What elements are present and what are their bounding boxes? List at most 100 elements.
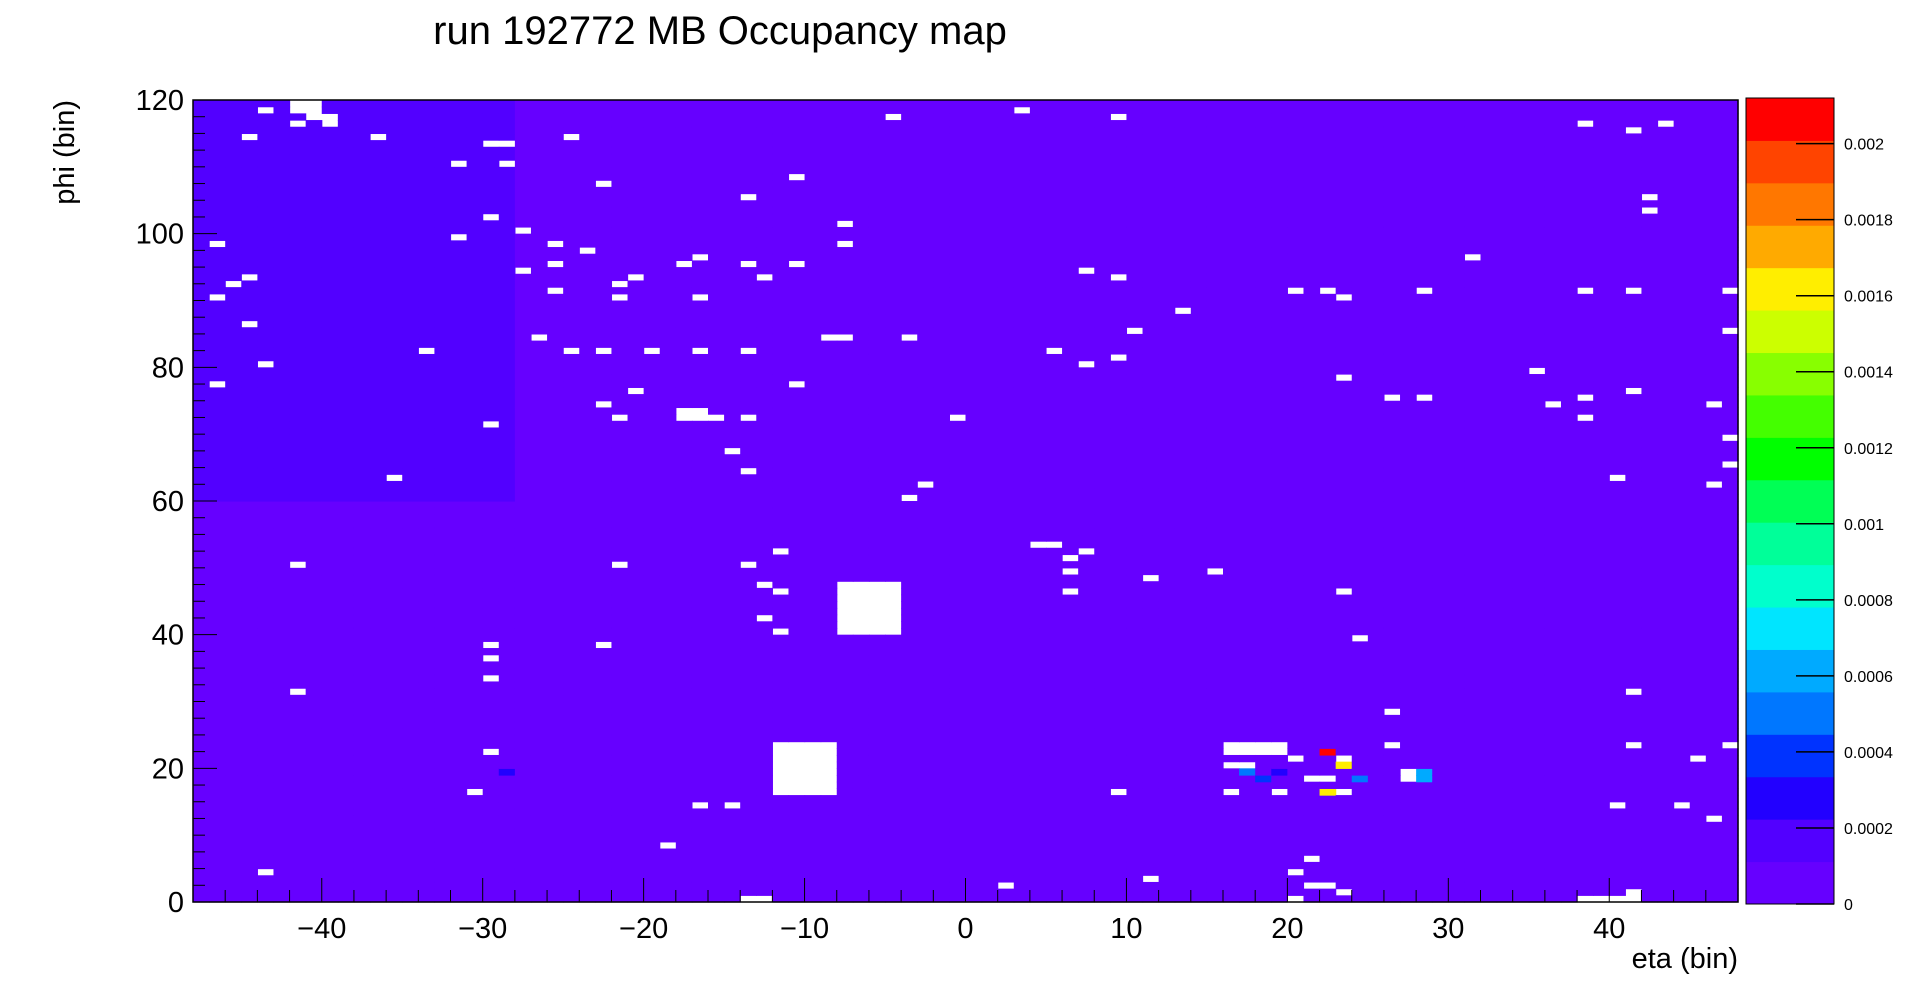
heatmap-cell	[579, 861, 596, 870]
heatmap-cell	[563, 454, 580, 462]
heatmap-cell	[563, 788, 580, 796]
heatmap-cell	[772, 360, 790, 368]
heatmap-cell	[627, 848, 645, 856]
heatmap-cell	[611, 521, 629, 529]
heatmap-cell	[579, 828, 596, 836]
heatmap-cell	[337, 200, 355, 208]
heatmap-cell	[579, 287, 596, 295]
heatmap-cell	[643, 307, 661, 315]
heatmap-cell	[643, 353, 661, 362]
heatmap-cell	[820, 273, 838, 282]
heatmap-cell	[852, 801, 870, 810]
heatmap-cell	[418, 200, 435, 208]
heatmap-cell	[756, 233, 773, 241]
heatmap-cell	[418, 821, 435, 830]
heatmap-cell	[708, 333, 725, 342]
heatmap-cell	[498, 627, 516, 636]
heatmap-cell	[852, 146, 870, 155]
heatmap-cell	[193, 407, 210, 415]
heatmap-cell	[482, 634, 500, 642]
heatmap-cell	[788, 360, 806, 368]
heatmap-cell	[868, 661, 886, 669]
heatmap-cell	[595, 607, 613, 616]
heatmap-cell	[691, 327, 709, 335]
heatmap-cell	[305, 267, 323, 275]
heatmap-cell	[708, 460, 725, 469]
heatmap-cell	[514, 821, 532, 830]
heatmap-cell	[563, 394, 580, 402]
heatmap-cell	[498, 333, 516, 342]
heatmap-cell	[209, 180, 226, 188]
heatmap-cell	[804, 654, 822, 662]
heatmap-cell	[659, 480, 677, 489]
heatmap-cell	[563, 400, 580, 409]
heatmap-cell	[418, 601, 435, 609]
heatmap-cell	[337, 220, 355, 228]
heatmap-cell	[353, 754, 371, 763]
heatmap-cell	[466, 601, 484, 609]
heatmap-cell	[386, 534, 403, 542]
heatmap-cell	[514, 775, 532, 783]
heatmap-cell	[836, 634, 854, 642]
heatmap-cell	[691, 313, 709, 322]
heatmap-cell	[305, 895, 323, 903]
heatmap-cell	[852, 668, 870, 676]
heatmap-cell	[241, 768, 258, 776]
heatmap-cell	[498, 775, 516, 783]
heatmap-cell	[466, 320, 484, 328]
heatmap-cell	[611, 173, 629, 181]
heatmap-cell	[418, 260, 435, 268]
heatmap-cell	[498, 313, 516, 322]
heatmap-cell	[756, 501, 773, 509]
heatmap-cell	[418, 360, 435, 368]
heatmap-cell	[450, 754, 468, 763]
heatmap-cell	[257, 601, 275, 609]
heatmap-cell	[530, 701, 548, 709]
heatmap-cell	[611, 180, 629, 188]
heatmap-cell	[659, 587, 677, 596]
heatmap-cell	[708, 267, 725, 275]
heatmap-cell	[836, 320, 854, 328]
heatmap-cell	[402, 621, 419, 629]
heatmap-cell	[241, 333, 258, 342]
heatmap-cell	[450, 327, 468, 335]
heatmap-cell	[627, 828, 645, 836]
heatmap-cell	[563, 414, 580, 422]
heatmap-cell	[788, 721, 806, 729]
heatmap-cell	[756, 621, 773, 629]
heatmap-cell	[643, 841, 661, 850]
heatmap-cell	[675, 367, 693, 375]
heatmap-cell	[563, 554, 580, 562]
heatmap-cell	[289, 861, 307, 870]
heatmap-cell	[337, 447, 355, 455]
heatmap-cell	[756, 808, 773, 816]
heatmap-cell	[868, 781, 886, 789]
heatmap-cell	[498, 253, 516, 261]
heatmap-cell	[434, 347, 452, 355]
heatmap-cell	[209, 728, 226, 736]
heatmap-cell	[337, 668, 355, 676]
heatmap-cell	[788, 668, 806, 676]
heatmap-cell	[273, 313, 291, 322]
heatmap-cell	[466, 768, 484, 776]
heatmap-cell	[756, 761, 773, 769]
heatmap-cell	[305, 748, 323, 756]
heatmap-cell	[804, 106, 822, 114]
heatmap-cell	[547, 881, 564, 890]
heatmap-cell	[386, 260, 403, 268]
heatmap-cell	[820, 654, 838, 662]
heatmap-cell	[321, 133, 339, 141]
heatmap-cell	[353, 661, 371, 669]
heatmap-cell	[289, 407, 307, 415]
heatmap-cell	[611, 213, 629, 221]
heatmap-cell	[595, 521, 613, 529]
heatmap-cell	[772, 320, 790, 328]
heatmap-cell	[305, 881, 323, 890]
heatmap-cell	[836, 440, 854, 449]
heatmap-cell	[691, 173, 709, 181]
heatmap-cell	[418, 460, 435, 469]
heatmap-cell	[225, 815, 242, 823]
heatmap-cell	[498, 801, 516, 810]
heatmap-cell	[868, 788, 886, 796]
heatmap-cell	[450, 761, 468, 769]
